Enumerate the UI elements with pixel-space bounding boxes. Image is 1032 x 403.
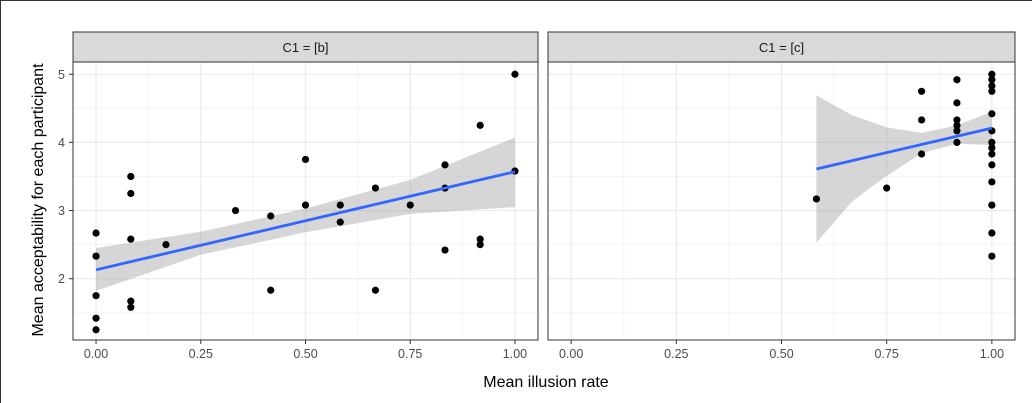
data-point	[988, 144, 996, 152]
data-point	[511, 70, 519, 78]
data-point	[918, 150, 926, 158]
data-point	[441, 161, 449, 169]
data-point	[988, 87, 996, 95]
confidence-ribbon	[96, 137, 515, 291]
data-point	[92, 292, 100, 300]
x-tick-label: 0.00	[559, 347, 583, 361]
y-tick-label: 4	[58, 136, 65, 150]
data-point	[476, 121, 484, 129]
regression-line	[95, 170, 516, 272]
x-axis-title: Mean illusion rate	[483, 374, 609, 391]
y-tick-label: 2	[58, 272, 65, 286]
data-point	[92, 252, 100, 260]
y-tick-label: 5	[58, 68, 65, 82]
data-point	[231, 206, 240, 215]
data-point	[127, 297, 135, 305]
data-point	[988, 110, 996, 118]
facet-strip-label: C1 = [b]	[283, 40, 329, 55]
panel-2: C1 = [c] 0.00 0.25 0.50 0.75 1.00	[547, 31, 1016, 361]
data-point	[812, 195, 821, 203]
data-point	[476, 235, 484, 243]
panel-1: C1 = [b] 0.00 0.25 0.50 0.75 1.00 2 3 4 5	[58, 31, 539, 361]
data-point	[988, 76, 996, 84]
data-point	[953, 138, 961, 147]
data-point	[918, 87, 926, 95]
data-point	[127, 172, 135, 181]
x-tick-label: 0.25	[664, 347, 688, 361]
data-point	[336, 218, 344, 226]
data-point	[92, 229, 100, 237]
data-point	[883, 184, 891, 192]
data-point	[953, 121, 961, 129]
x-tick-label: 1.00	[980, 347, 1004, 361]
data-point	[953, 127, 961, 135]
x-tick-label: 0.25	[189, 347, 213, 361]
data-point	[441, 246, 449, 254]
y-axis-title: Mean acceptability for each participant	[30, 63, 47, 337]
facet-strip-label: C1 = [c]	[759, 40, 804, 55]
confidence-ribbon	[816, 95, 992, 243]
facet-strip	[72, 31, 539, 63]
data-point	[988, 161, 996, 169]
data-point	[127, 303, 135, 311]
y-tick-label: 3	[58, 204, 65, 218]
data-point	[127, 189, 135, 198]
data-point	[371, 286, 380, 294]
data-point	[301, 201, 310, 209]
data-point	[301, 155, 310, 164]
data-point	[988, 252, 996, 260]
x-tick-label: 0.75	[398, 347, 422, 361]
x-tick-label: 1.00	[503, 347, 527, 361]
data-point	[92, 326, 100, 334]
data-point	[267, 286, 275, 294]
data-point	[988, 201, 996, 209]
data-point	[162, 241, 170, 249]
data-point	[988, 178, 996, 186]
data-point	[267, 212, 275, 220]
data-point	[953, 76, 961, 84]
data-point	[92, 314, 100, 322]
data-point	[988, 70, 996, 78]
x-tick-label: 0.50	[293, 347, 317, 361]
data-point	[953, 116, 961, 124]
regression-line	[816, 126, 993, 171]
panels-group: C1 = [b] 0.00 0.25 0.50 0.75 1.00 2 3 4 5 C1 = [c]…	[58, 31, 1016, 361]
data-point	[476, 241, 484, 249]
x-tick-label: 0.50	[769, 347, 793, 361]
data-point	[127, 235, 135, 243]
x-tick-label: 0.75	[875, 347, 899, 361]
facet-strip	[547, 31, 1016, 63]
data-point	[988, 229, 996, 237]
data-point	[336, 201, 344, 209]
data-point	[406, 201, 414, 209]
data-point	[371, 184, 380, 192]
data-point	[988, 150, 996, 158]
x-tick-label: 0.00	[84, 347, 108, 361]
data-point	[988, 82, 996, 90]
data-point	[953, 99, 961, 107]
data-point	[988, 138, 996, 147]
data-point	[918, 116, 926, 124]
